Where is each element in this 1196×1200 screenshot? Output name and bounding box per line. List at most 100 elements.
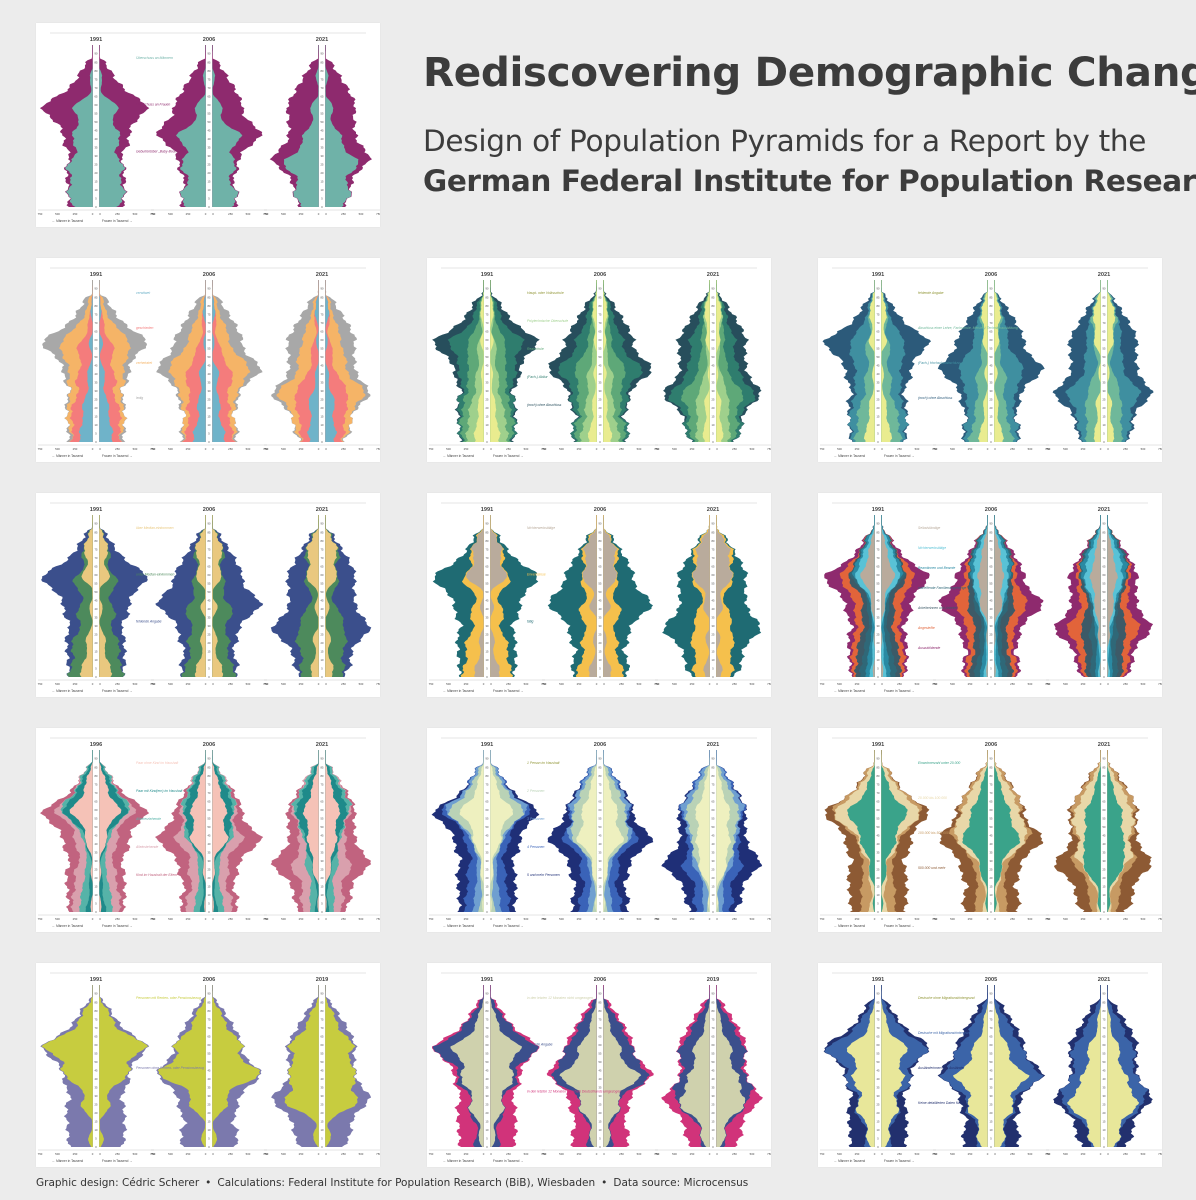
age-tick-label: 35: [599, 616, 602, 620]
age-tick-label: 15: [208, 885, 211, 889]
x-tick-label: 0: [1100, 1152, 1102, 1156]
age-tick-label: 75: [877, 782, 880, 786]
age-tick-label: 70: [1103, 1026, 1106, 1030]
age-tick-label: 15: [877, 1120, 880, 1124]
age-tick-label: 85: [990, 295, 993, 299]
area-pension-2006-men-0: [157, 985, 206, 1147]
age-tick-label: 55: [208, 816, 211, 820]
age-tick-label: 40: [95, 1077, 98, 1081]
x-tick-label: 500: [1028, 447, 1033, 451]
age-tick-label: 80: [599, 774, 602, 778]
x-tick-label: 250: [115, 682, 120, 686]
pyramid-panel-marital-status: 0 5 10 15 20 25 30 35 40 45 50 55 60 65 70 75 80 85 90 1991…: [36, 258, 380, 462]
age-tick-label: 35: [1103, 381, 1106, 385]
x-tick-label: 250: [299, 1152, 304, 1156]
x-tick-label: 0: [325, 212, 327, 216]
x-tick-label: 0: [483, 447, 485, 451]
x-tick-label: 500: [1063, 447, 1068, 451]
x-tick-label: 500: [168, 212, 173, 216]
area-marital-status-2021-women-0: [325, 280, 338, 442]
x-tick-label: 0: [881, 447, 883, 451]
age-tick-label: 50: [208, 355, 211, 359]
x-tick-label: 0: [92, 212, 94, 216]
age-tick-label: 30: [95, 1094, 98, 1098]
age-tick-label: 25: [1103, 868, 1106, 872]
age-tick-label: 25: [486, 633, 489, 637]
age-tick-label: 5: [990, 902, 992, 906]
x-tick-label: 250: [690, 682, 695, 686]
age-tick-label: 20: [599, 641, 602, 645]
pyramid-migration-background-2021: 0 5 10 15 20 25 30 35 40 45 50 55 60 65 70 75 80 85 90 2021…: [1046, 977, 1162, 1156]
age-tick-label: 80: [95, 1009, 98, 1013]
age-tick-label: 55: [321, 1051, 324, 1055]
age-tick-label: 45: [486, 363, 489, 367]
age-tick-label: 75: [321, 782, 324, 786]
age-tick-label: 0: [208, 675, 210, 679]
area-occupation-2006-men-0: [977, 515, 988, 677]
age-tick-label: 35: [1103, 1086, 1106, 1090]
x-tick-label: 750: [767, 447, 771, 451]
area-migration-move-2006-men-0: [559, 985, 597, 1147]
age-tick-label: 55: [486, 581, 489, 585]
x-tick-label: 500: [837, 917, 842, 921]
age-tick-label: 70: [95, 321, 98, 325]
pyramid-employment-2006: 0 5 10 15 20 25 30 35 40 45 50 55 60 65 70 75 80 85 90 2006…: [542, 507, 660, 686]
age-tick-label: 80: [712, 539, 715, 543]
age-tick-label: 40: [990, 1077, 993, 1081]
age-tick-label: 65: [990, 564, 993, 568]
age-tick-label: 65: [208, 94, 211, 98]
age-tick-label: 85: [208, 1000, 211, 1004]
age-tick-label: 40: [877, 372, 880, 376]
age-tick-label: 70: [990, 556, 993, 560]
x-tick-label: 500: [524, 917, 529, 921]
age-tick-label: 65: [208, 329, 211, 333]
age-tick-label: 25: [95, 398, 98, 402]
age-tick-label: 15: [486, 1120, 489, 1124]
age-tick-label: 15: [1103, 885, 1106, 889]
age-tick-label: 25: [877, 868, 880, 872]
age-tick-label: 25: [712, 398, 715, 402]
age-tick-label: 20: [1103, 641, 1106, 645]
age-tick-label: 35: [95, 381, 98, 385]
area-migration-background-1991-women-0: [881, 985, 908, 1147]
x-tick-label: 750: [429, 1152, 434, 1156]
age-tick-label: 70: [486, 791, 489, 795]
age-tick-label: 45: [208, 363, 211, 367]
age-tick-label: 50: [486, 1060, 489, 1064]
age-tick-label: 35: [990, 616, 993, 620]
age-tick-label: 20: [321, 876, 324, 880]
age-tick-label: 60: [95, 103, 98, 107]
area-household-type-1996-women-0: [99, 750, 122, 912]
age-tick-label: 15: [599, 1120, 602, 1124]
x-tick-label: 250: [1081, 682, 1086, 686]
age-tick-label: 10: [486, 1128, 489, 1132]
age-tick-label: 90: [712, 522, 715, 526]
age-tick-label: 20: [1103, 406, 1106, 410]
year-label: 1996: [90, 742, 102, 748]
annotation-label: Abschluss einer Lehre, Fachschule, Meist…: [917, 326, 1018, 330]
pyramid-sex-1991: 0 5 10 15 20 25 30 35 40 45 50 55 60 65 70 75 80 85 90 1991…: [38, 37, 156, 216]
axis-legend: ← Männer in Tausend: [52, 219, 83, 223]
x-tick-label: 0: [99, 1152, 101, 1156]
age-tick-label: 0: [877, 440, 879, 444]
age-tick-label: 35: [95, 616, 98, 620]
age-tick-label: 50: [486, 355, 489, 359]
age-tick-label: 80: [990, 304, 993, 308]
age-tick-label: 20: [877, 406, 880, 410]
x-tick-label: 750: [263, 682, 268, 686]
age-tick-label: 70: [208, 556, 211, 560]
x-tick-label: 750: [541, 447, 546, 451]
age-tick-label: 55: [712, 1051, 715, 1055]
x-tick-label: 750: [933, 682, 938, 686]
area-school-education-1991-men-0: [473, 280, 484, 442]
age-tick-label: 35: [712, 381, 715, 385]
age-tick-label: 15: [95, 1120, 98, 1124]
x-tick-label: 750: [376, 212, 380, 216]
x-tick-label: 750: [655, 1152, 660, 1156]
age-tick-label: 30: [1103, 1094, 1106, 1098]
age-tick-label: 55: [599, 1051, 602, 1055]
age-tick-label: 85: [990, 765, 993, 769]
age-tick-label: 25: [1103, 633, 1106, 637]
area-municipality-size-2006-men-0: [962, 750, 988, 912]
page-subtitle-line2: German Federal Institute for Population …: [423, 164, 1196, 198]
